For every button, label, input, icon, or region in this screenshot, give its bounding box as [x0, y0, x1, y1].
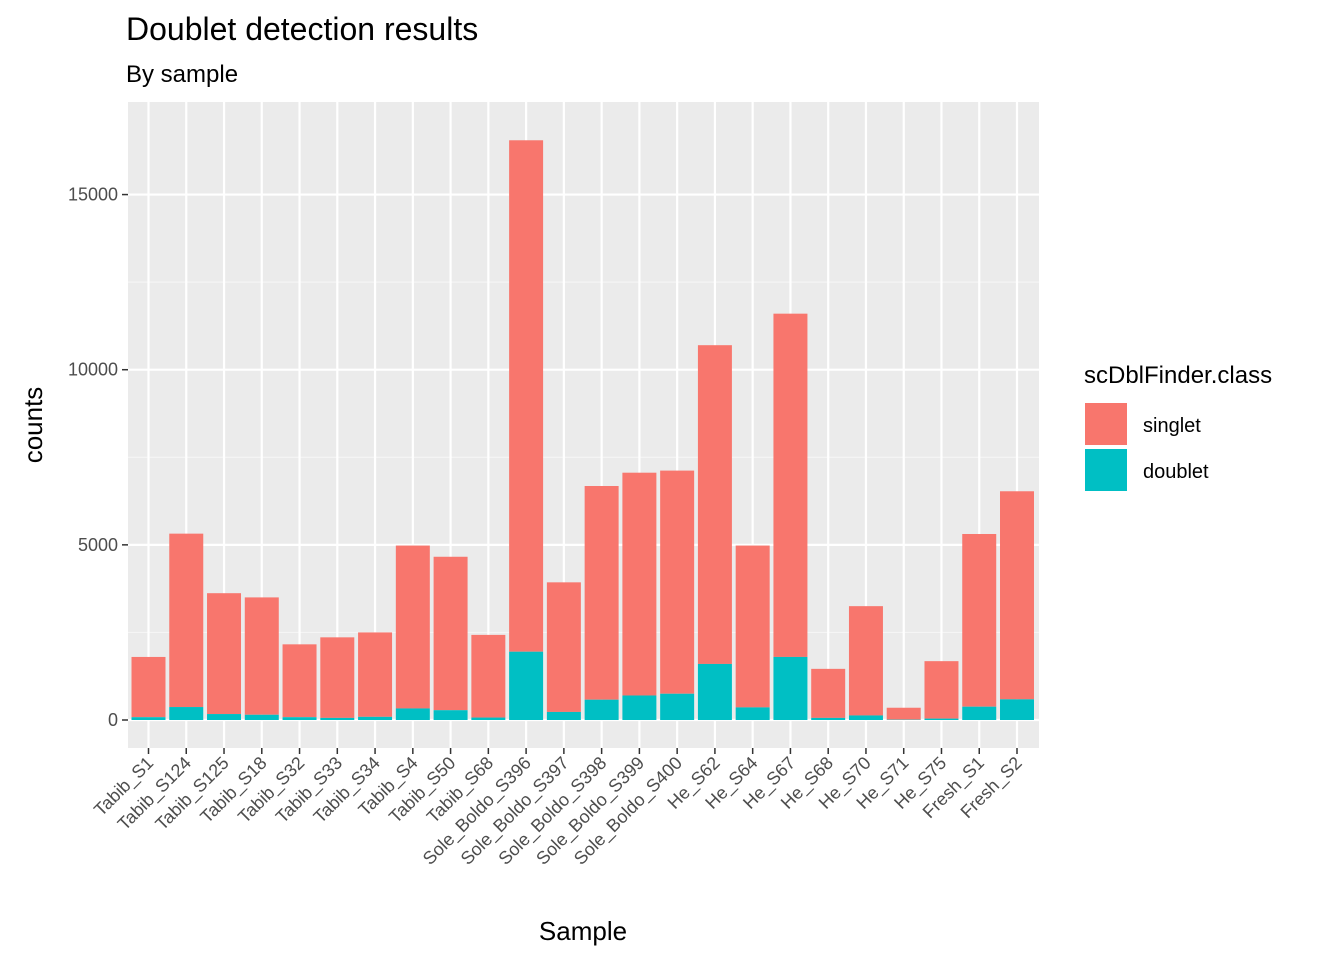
legend-label-doublet: doublet — [1143, 461, 1209, 483]
x-axis: Tabib_S1Tabib_S124Tabib_S125Tabib_S18Tab… — [90, 748, 1027, 869]
chart-title: Doublet detection results — [126, 11, 478, 47]
bar-singlet-He_S68 — [811, 668, 846, 718]
bar-doublet-He_S68 — [811, 717, 846, 720]
y-axis-title: counts — [18, 387, 48, 464]
bar-singlet-Sole_Boldo_S398 — [584, 486, 619, 700]
bar-singlet-Tabib_S68 — [471, 634, 506, 718]
legend: scDblFinder.class singlet doublet — [1084, 362, 1272, 491]
bar-singlet-Tabib_S4 — [395, 545, 430, 709]
chart-subtitle: By sample — [126, 61, 238, 88]
y-tick-label: 10000 — [68, 360, 118, 380]
bar-singlet-Sole_Boldo_S399 — [622, 472, 657, 696]
bar-singlet-Sole_Boldo_S397 — [546, 582, 581, 712]
bar-doublet-Tabib_S1 — [131, 717, 166, 720]
bar-singlet-Tabib_S1 — [131, 656, 166, 718]
bar-doublet-Fresh_S2 — [1000, 699, 1034, 720]
bar-singlet-Tabib_S18 — [244, 597, 279, 715]
bar-doublet-Tabib_S125 — [207, 714, 242, 720]
bars — [131, 140, 1034, 720]
bar-singlet-He_S64 — [735, 545, 770, 708]
bar-singlet-He_S62 — [697, 345, 732, 664]
y-tick-label: 0 — [108, 710, 118, 730]
bar-singlet-He_S67 — [773, 313, 808, 657]
bar-doublet-Tabib_S34 — [358, 716, 393, 720]
bar-doublet-Tabib_S68 — [471, 717, 506, 720]
legend-label-singlet: singlet — [1143, 415, 1201, 437]
bar-singlet-He_S71 — [886, 707, 921, 720]
bar-singlet-Sole_Boldo_S400 — [660, 470, 695, 694]
y-tick-label: 15000 — [68, 185, 118, 205]
bar-singlet-Tabib_S33 — [320, 637, 355, 718]
bar-doublet-Sole_Boldo_S397 — [546, 711, 581, 720]
bar-doublet-He_S64 — [735, 707, 770, 720]
bar-doublet-He_S70 — [848, 715, 883, 720]
bar-singlet-Tabib_S50 — [433, 556, 468, 711]
bar-doublet-Tabib_S32 — [282, 717, 317, 720]
plot-panel — [128, 102, 1039, 748]
legend-swatch-singlet — [1085, 403, 1127, 445]
bar-doublet-Sole_Boldo_S396 — [509, 651, 544, 720]
bar-doublet-He_S67 — [773, 656, 808, 720]
bar-singlet-Sole_Boldo_S396 — [509, 140, 544, 652]
bar-singlet-Tabib_S125 — [207, 593, 242, 715]
bar-singlet-Tabib_S32 — [282, 644, 317, 718]
bar-singlet-He_S70 — [848, 606, 883, 716]
bar-doublet-Tabib_S124 — [169, 707, 204, 720]
bar-doublet-Sole_Boldo_S398 — [584, 699, 619, 720]
bar-doublet-Tabib_S33 — [320, 717, 355, 720]
bar-doublet-Tabib_S18 — [244, 714, 279, 720]
bar-doublet-Fresh_S1 — [962, 706, 997, 720]
bar-singlet-Fresh_S2 — [1000, 491, 1034, 700]
bar-doublet-He_S62 — [697, 663, 732, 720]
bar-singlet-Fresh_S1 — [962, 533, 997, 707]
bar-singlet-Tabib_S124 — [169, 533, 204, 708]
bar-doublet-Sole_Boldo_S399 — [622, 695, 657, 720]
legend-title: scDblFinder.class — [1084, 362, 1272, 389]
bar-doublet-Tabib_S50 — [433, 710, 468, 720]
bar-doublet-Sole_Boldo_S400 — [660, 693, 695, 720]
legend-swatch-doublet — [1085, 449, 1127, 491]
bar-singlet-He_S75 — [924, 661, 959, 719]
y-tick-label: 5000 — [78, 535, 118, 555]
bar-doublet-He_S75 — [924, 718, 959, 720]
bar-singlet-Tabib_S34 — [358, 632, 393, 717]
y-axis: 0 5000 10000 15000 — [68, 185, 128, 730]
bar-doublet-Tabib_S4 — [395, 708, 430, 720]
x-axis-title: Sample — [539, 916, 627, 946]
